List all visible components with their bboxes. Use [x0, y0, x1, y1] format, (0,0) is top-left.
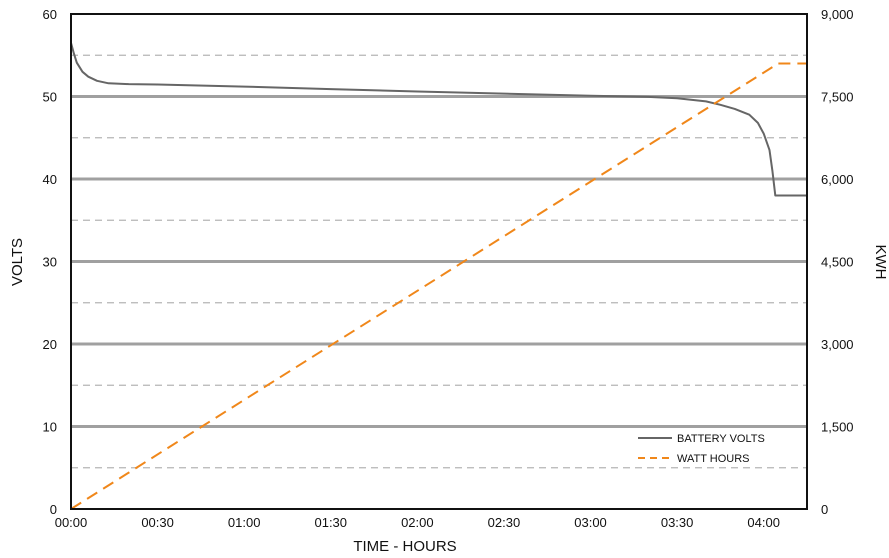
y-left-tick-label: 50 — [43, 90, 57, 105]
x-tick-label: 01:00 — [228, 515, 261, 530]
x-tick-label: 00:30 — [141, 515, 174, 530]
legend-label-watt-hours: WATT HOURS — [677, 453, 750, 465]
y-left-tick-label: 40 — [43, 172, 57, 187]
x-tick-label: 02:30 — [488, 515, 521, 530]
y-axis-right-title: KWH — [872, 245, 889, 280]
x-axis-ticks: 00:00 00:30 01:00 01:30 02:00 02:30 03:00 03:30… — [55, 515, 780, 530]
series-line-battery-volts — [70, 42, 807, 197]
left-axis-ticks: 0 10 20 30 40 50 60 — [43, 7, 57, 517]
series-lines — [70, 42, 807, 510]
y-right-tick-label: 4,500 — [821, 255, 854, 270]
x-tick-label: 01:30 — [314, 515, 347, 530]
right-axis-ticks: 0 1,500 3,000 4,500 6,000 7,500 9,000 — [821, 7, 854, 517]
grid-lines — [71, 54, 807, 469]
legend: BATTERY VOLTS WATT HOURS — [638, 433, 765, 465]
y-axis-left-title: VOLTS — [9, 238, 26, 286]
x-tick-label: 02:00 — [401, 515, 434, 530]
y-left-tick-label: 30 — [43, 255, 57, 270]
y-right-tick-label: 7,500 — [821, 90, 854, 105]
x-tick-label: 00:00 — [55, 515, 88, 530]
y-left-tick-label: 10 — [43, 420, 57, 435]
x-axis-title: TIME - HOURS — [353, 538, 456, 555]
x-tick-label: 03:00 — [574, 515, 607, 530]
y-left-tick-label: 60 — [43, 7, 57, 22]
y-right-tick-label: 3,000 — [821, 337, 854, 352]
x-tick-label: 03:30 — [661, 515, 694, 530]
y-left-tick-label: 20 — [43, 337, 57, 352]
y-right-tick-label: 1,500 — [821, 420, 854, 435]
plot-frame — [70, 13, 808, 510]
y-right-tick-label: 6,000 — [821, 172, 854, 187]
x-tick-label: 04:00 — [747, 515, 780, 530]
y-right-tick-label: 0 — [821, 502, 828, 517]
y-right-tick-label: 9,000 — [821, 7, 854, 22]
series-line-watt-hours — [70, 62, 807, 510]
y-left-tick-label: 0 — [50, 502, 57, 517]
legend-label-battery-volts: BATTERY VOLTS — [677, 433, 765, 445]
